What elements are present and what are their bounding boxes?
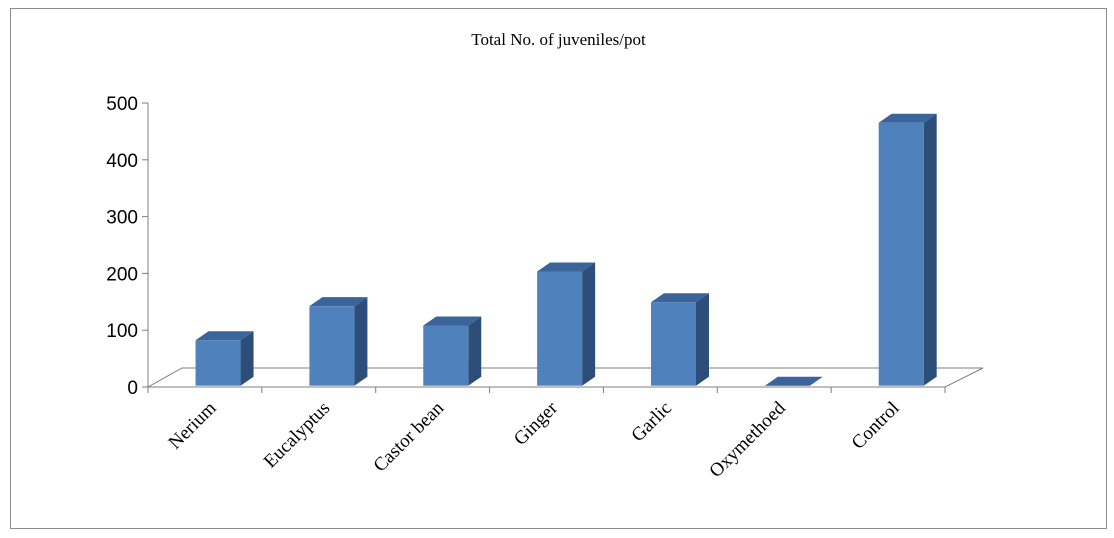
chart-bars — [195, 113, 937, 386]
bar — [650, 293, 709, 386]
chart-labels: 0 100 200 300 400 500 Nerium Eucalyptus Castor b… — [106, 94, 903, 482]
chart-axes — [142, 102, 984, 393]
bar-front-face — [309, 306, 355, 386]
chart-title: Total No. of juveniles/pot — [471, 30, 646, 49]
bar-top-face — [878, 113, 937, 123]
x-tick-label: Oxymethoed — [705, 397, 790, 482]
y-tick-label: 500 — [106, 94, 138, 115]
x-tick-label: Garlic — [627, 398, 675, 446]
x-tick-label: Castor bean — [370, 397, 449, 476]
bar — [764, 376, 823, 386]
bar — [537, 262, 596, 386]
bar — [878, 113, 937, 386]
x-tick-label: Eucalyptus — [260, 398, 335, 473]
bar-front-face — [537, 271, 583, 386]
bar-front-face — [650, 302, 696, 386]
bar-side-face — [354, 297, 368, 386]
y-tick-label: 300 — [106, 208, 138, 229]
bar-side-face — [923, 113, 937, 386]
bar-front-face — [423, 325, 469, 386]
y-tick-label: 0 — [127, 378, 138, 399]
bar-front-face — [195, 340, 241, 386]
y-tick-label: 200 — [106, 264, 138, 285]
x-tick-label: Nerium — [165, 398, 221, 454]
bar-top-face — [537, 262, 596, 272]
bar-front-face — [878, 122, 924, 386]
x-tick-label: Ginger — [510, 397, 563, 450]
bar-side-face — [695, 293, 709, 386]
bar — [423, 316, 482, 386]
bar-top-face — [764, 376, 823, 386]
bar-side-face — [240, 331, 254, 386]
bar — [309, 297, 368, 386]
bar-top-face — [650, 293, 709, 303]
bar-side-face — [468, 316, 482, 386]
bar-side-face — [582, 262, 596, 386]
bar-top-face — [309, 297, 368, 307]
x-tick-label: Control — [848, 398, 904, 454]
y-tick-label: 100 — [106, 321, 138, 342]
bar-top-face — [423, 316, 482, 326]
y-tick-label: 400 — [106, 151, 138, 172]
bar — [195, 331, 254, 386]
bar-top-face — [195, 331, 254, 341]
